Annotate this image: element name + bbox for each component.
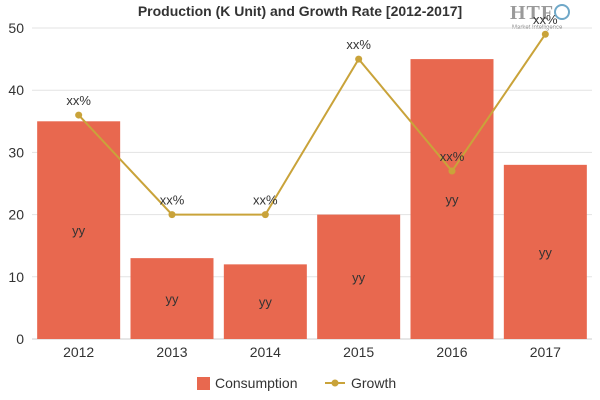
- growth-data-label: xx%: [66, 93, 91, 108]
- growth-point: [168, 211, 176, 219]
- growth-point: [541, 30, 549, 38]
- bar-consumption: [37, 121, 121, 339]
- y-tick-label: 30: [8, 144, 24, 160]
- bar-consumption: [503, 164, 587, 339]
- growth-data-label: xx%: [160, 193, 185, 208]
- x-tick-label: 2012: [63, 344, 94, 360]
- growth-data-label: xx%: [253, 193, 278, 208]
- bar-consumption: [130, 258, 214, 339]
- bar-data-label: yy: [539, 245, 553, 260]
- y-tick-label: 0: [16, 331, 24, 347]
- growth-data-label: xx%: [346, 37, 371, 52]
- legend-swatch-consumption: [197, 377, 210, 390]
- growth-point: [75, 111, 83, 119]
- growth-data-label: xx%: [440, 149, 465, 164]
- growth-point: [355, 55, 363, 63]
- growth-point: [261, 211, 269, 219]
- x-tick-label: 2013: [156, 344, 187, 360]
- legend-marker-growth: [331, 379, 339, 387]
- bar-data-label: yy: [259, 295, 273, 310]
- growth-point: [448, 167, 456, 175]
- bar-consumption: [223, 264, 307, 339]
- x-tick-label: 2014: [250, 344, 281, 360]
- bar-data-label: yy: [446, 192, 460, 207]
- bar-consumption: [410, 59, 494, 339]
- x-tick-label: 2015: [343, 344, 374, 360]
- globe-icon: [554, 4, 570, 20]
- x-tick-label: 2017: [530, 344, 561, 360]
- legend-label-consumption: Consumption: [215, 375, 298, 391]
- logo-mark: HTF: [510, 2, 555, 24]
- bar-consumption: [317, 214, 401, 339]
- y-tick-label: 40: [8, 82, 24, 98]
- growth-line: [77, 33, 547, 216]
- chart-title: Production (K Unit) and Growth Rate [201…: [137, 3, 463, 19]
- y-tick-label: 10: [8, 269, 24, 285]
- bar-data-label: yy: [72, 223, 86, 238]
- x-tick-label: 2016: [436, 344, 467, 360]
- growth-data-label: xx%: [533, 12, 558, 27]
- y-tick-label: 20: [8, 207, 24, 223]
- bar-data-label: yy: [352, 270, 366, 285]
- bar-data-label: yy: [166, 292, 180, 307]
- legend-label-growth: Growth: [351, 375, 396, 391]
- y-tick-label: 50: [8, 20, 24, 36]
